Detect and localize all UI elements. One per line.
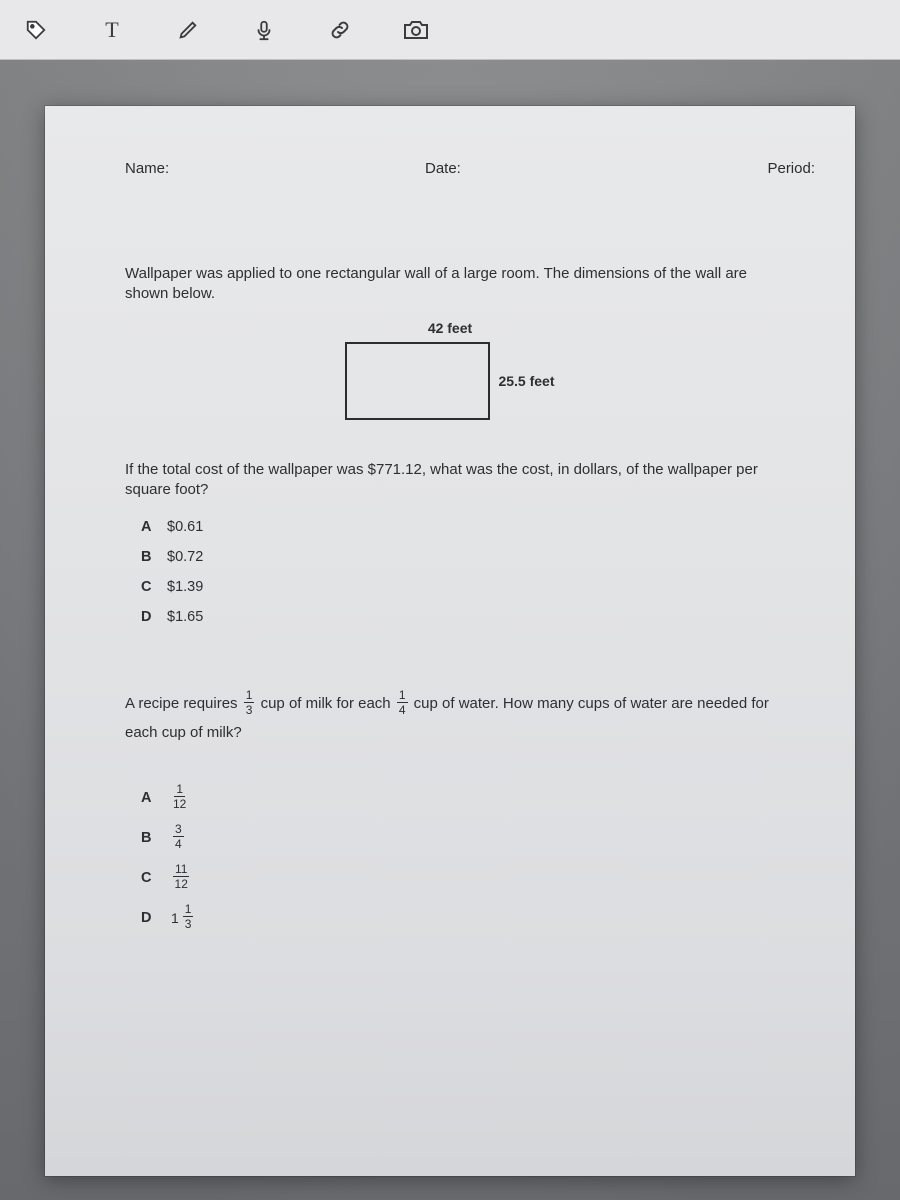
choice-mixed-number: 1 13 — [171, 905, 195, 932]
q1-diagram: 42 feet 25.5 feet — [45, 320, 855, 420]
period-label: Period: — [767, 160, 815, 177]
q2-choices: A 112 B 34 C 1112 D 1 — [141, 778, 195, 938]
link-tool[interactable] — [324, 14, 356, 46]
choice-label: C — [141, 870, 171, 886]
worksheet-page: Name: Date: Period: Wallpaper was applie… — [45, 106, 855, 1176]
choice-fraction: 112 — [173, 783, 186, 810]
q2-part2: cup of milk for each — [256, 695, 394, 712]
q2-choice-b[interactable]: B 34 — [141, 818, 195, 858]
document-stage: Name: Date: Period: Wallpaper was applie… — [0, 60, 900, 1200]
svg-text:T: T — [105, 18, 119, 42]
date-label: Date: — [425, 160, 461, 177]
choice-value: $0.61 — [167, 520, 203, 536]
q1-intro-text: Wallpaper was applied to one rectangular… — [125, 264, 785, 305]
q1-choice-d[interactable]: D $1.65 — [141, 610, 203, 626]
worksheet-header: Name: Date: Period: — [125, 160, 815, 177]
choice-label: C — [141, 580, 167, 596]
draw-tool[interactable] — [172, 14, 204, 46]
q1-choice-c[interactable]: C $1.39 — [141, 580, 203, 596]
audio-tool[interactable] — [248, 14, 280, 46]
tag-icon — [25, 19, 47, 41]
choice-label: D — [141, 910, 171, 926]
annotation-toolbar: T — [0, 0, 900, 60]
q1-followup-text: If the total cost of the wallpaper was $… — [125, 460, 785, 501]
tag-tool[interactable] — [20, 14, 52, 46]
q1-width-label: 42 feet — [428, 320, 472, 336]
q1-choices: A $0.61 B $0.72 C $1.39 D $1.65 — [141, 520, 203, 640]
fraction-one-third: 13 — [244, 689, 255, 716]
choice-value: $1.39 — [167, 580, 203, 596]
mic-icon — [253, 18, 275, 42]
q2-choice-c[interactable]: C 1112 — [141, 858, 195, 898]
link-icon — [328, 18, 352, 42]
name-label: Name: — [125, 160, 169, 177]
q2-choice-d[interactable]: D 1 13 — [141, 898, 195, 938]
q2-text: A recipe requires 13 cup of milk for eac… — [125, 690, 805, 747]
q1-rectangle — [345, 342, 490, 420]
q1-choice-a[interactable]: A $0.61 — [141, 520, 203, 536]
q1-choice-b[interactable]: B $0.72 — [141, 550, 203, 566]
choice-label: D — [141, 610, 167, 626]
choice-label: A — [141, 790, 171, 806]
camera-icon — [403, 19, 429, 41]
choice-label: A — [141, 520, 167, 536]
text-tool[interactable]: T — [96, 14, 128, 46]
choice-label: B — [141, 550, 167, 566]
choice-value: $1.65 — [167, 610, 203, 626]
choice-fraction: 1112 — [173, 863, 189, 890]
choice-value: $0.72 — [167, 550, 203, 566]
q2-part1: A recipe requires — [125, 695, 242, 712]
q2-choice-a[interactable]: A 112 — [141, 778, 195, 818]
q1-height-label: 25.5 feet — [498, 373, 554, 389]
camera-tool[interactable] — [400, 14, 432, 46]
choice-fraction: 34 — [173, 823, 184, 850]
pencil-icon — [177, 19, 199, 41]
text-tool-icon: T — [100, 18, 124, 42]
choice-label: B — [141, 830, 171, 846]
fraction-one-fourth: 14 — [397, 689, 408, 716]
